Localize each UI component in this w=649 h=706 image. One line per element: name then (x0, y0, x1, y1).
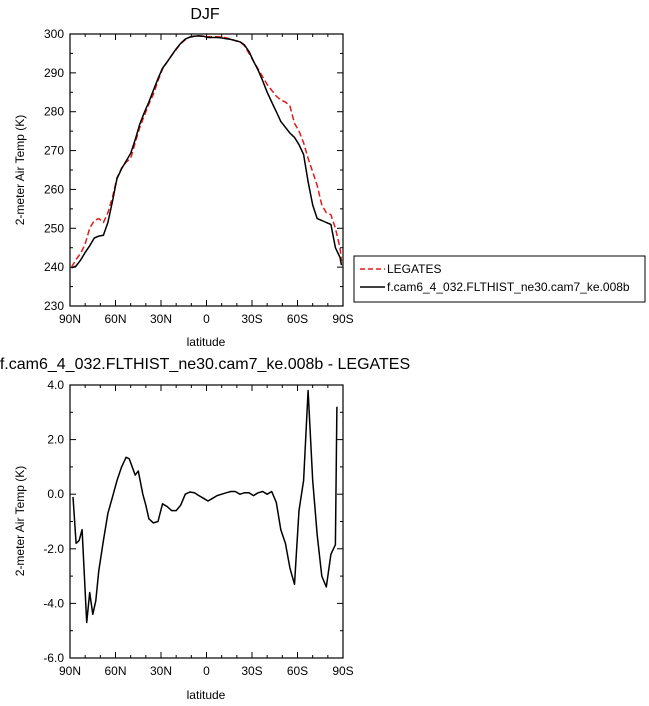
top-y-tick-label: 280 (44, 105, 64, 119)
bottom-x-tick-label: 30N (150, 664, 172, 678)
bottom-x-tick-label: 30S (241, 664, 262, 678)
bottom-series-line-0 (72, 389, 338, 624)
bottom-y-tick-label: 4.0 (47, 378, 64, 392)
top-y-tick-label: 250 (44, 221, 64, 235)
top-x-tick-label: 60S (287, 312, 308, 326)
bottom-y-tick-label: -6.0 (43, 651, 64, 665)
top-series-group (70, 35, 343, 269)
top-y-tick-label: 260 (44, 182, 64, 196)
bottom-ticks: 90N 60N 30N 0 30S 60S 90S -6.0 -4.0 -2.0 0.0 2.0 4.0 (43, 378, 353, 678)
bottom-x-axis-label: latitude (187, 688, 226, 702)
top-y-tick-label: 240 (44, 260, 64, 274)
top-series-line-0 (70, 35, 343, 268)
top-panel: DJF 90N 60N 30N 0 30S 60S 90S 230 240 250 260 270 28… (13, 6, 354, 349)
bottom-x-tick-label: 0 (203, 664, 210, 678)
bottom-y-tick-label: 2.0 (47, 433, 64, 447)
top-y-tick-label: 300 (44, 27, 64, 41)
top-x-tick-label: 30S (241, 312, 262, 326)
legend-box (353, 255, 646, 303)
bottom-y-axis-label: 2-meter Air Temp (K) (13, 466, 27, 576)
top-x-tick-label: 60N (104, 312, 126, 326)
top-plot-frame (69, 33, 344, 307)
top-x-tick-label: 0 (203, 312, 210, 326)
bottom-title: f.cam6_4_032.FLTHIST_ne30.cam7_ke.008b -… (0, 356, 410, 373)
bottom-x-tick-label: 60S (287, 664, 308, 678)
legend-label-legates: LEGATES (387, 262, 441, 276)
bottom-x-tick-label: 90N (59, 664, 81, 678)
bottom-y-tick-label: 0.0 (47, 487, 64, 501)
legend-label-model: f.cam6_4_032.FLTHIST_ne30.cam7_ke.008b (387, 280, 630, 294)
bottom-series-group (72, 389, 338, 624)
bottom-y-tick-label: -4.0 (43, 596, 64, 610)
bottom-panel: f.cam6_4_032.FLTHIST_ne30.cam7_ke.008b -… (0, 356, 410, 702)
top-series-line-1 (71, 35, 343, 269)
top-y-tick-label: 230 (44, 299, 64, 313)
top-y-tick-label: 270 (44, 144, 64, 158)
top-x-axis-label: latitude (187, 335, 226, 349)
bottom-x-tick-label: 60N (104, 664, 126, 678)
bottom-x-tick-label: 90S (332, 664, 353, 678)
top-x-tick-label: 30N (150, 312, 172, 326)
top-x-tick-label: 90N (59, 312, 81, 326)
top-x-tick-label: 90S (332, 312, 353, 326)
legend: LEGATES f.cam6_4_032.FLTHIST_ne30.cam7_k… (353, 255, 646, 303)
top-y-axis-label: 2-meter Air Temp (K) (13, 115, 27, 225)
top-title: DJF (190, 6, 220, 23)
bottom-plot-frame (69, 384, 344, 659)
bottom-y-tick-label: -2.0 (43, 542, 64, 556)
top-y-tick-label: 290 (44, 66, 64, 80)
